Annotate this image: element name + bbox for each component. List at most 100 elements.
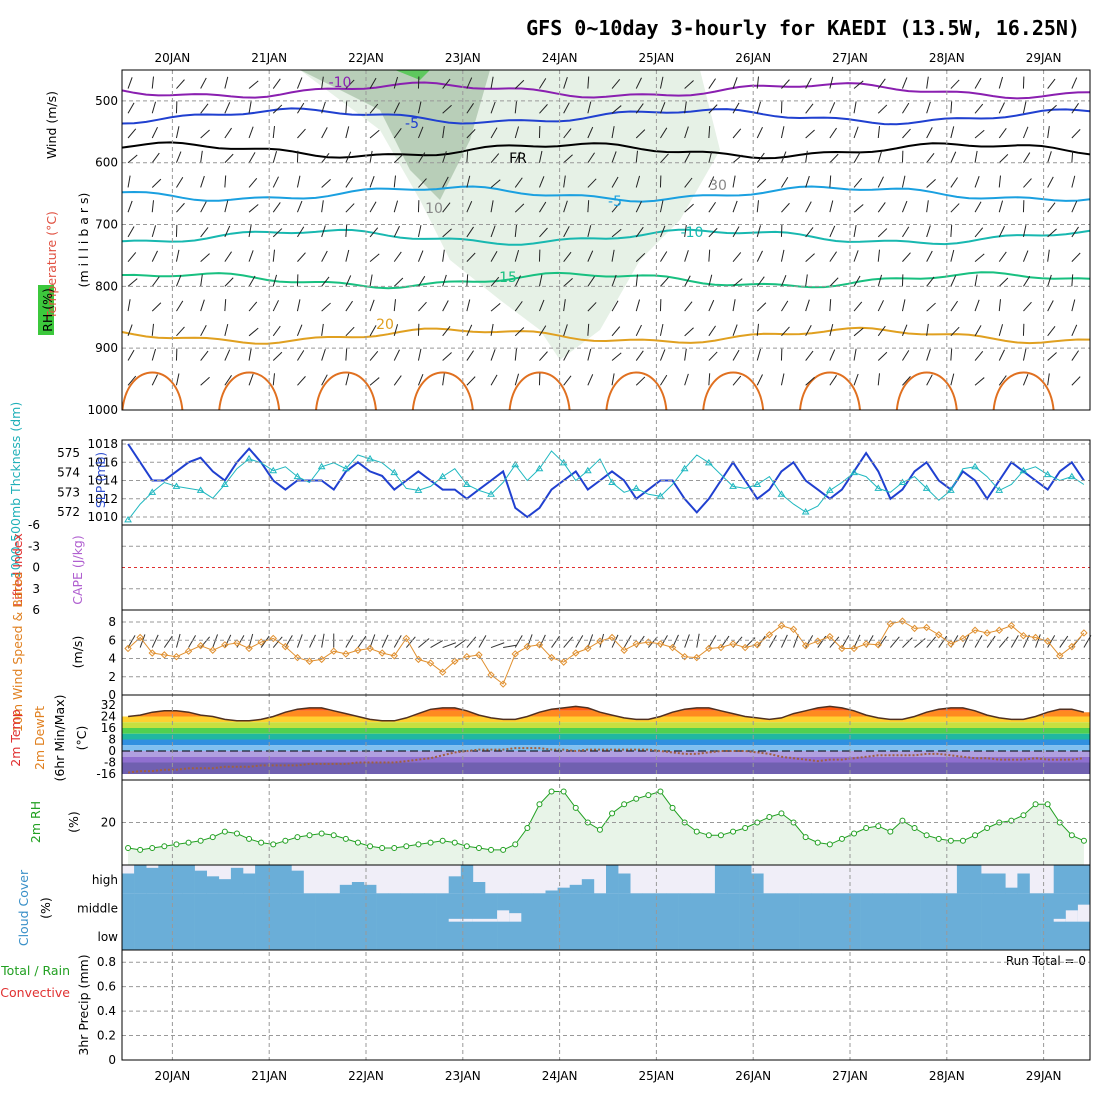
cloud-mid-low-bar [642,893,655,950]
thickness-marker [245,454,253,462]
wind-barb [829,349,836,361]
wind-barb-10m [889,636,900,648]
wind-speed-marker [910,624,919,633]
rh-marker [705,832,712,839]
upper-air-frame [121,69,1091,411]
wind-barb [272,104,283,114]
wind-barb [466,129,476,139]
wind-barb [611,373,615,386]
rh-marker [475,845,482,852]
cloud-mid-low-bar [424,893,437,950]
wind-barb [853,301,863,312]
cloud-mid-low-bar [606,893,619,950]
wind-speed-marker [221,641,229,649]
wind-barb [127,278,138,287]
thickness-marker [946,486,955,493]
cloud-mid-low-bar [400,893,413,950]
pressure-tick: 700 [95,218,118,232]
rh-marker [923,832,930,839]
rh-marker [270,841,277,848]
cloud-high-bar [618,873,631,894]
wind-barb [539,104,548,114]
wind-barb [393,127,402,139]
thickness-marker [438,472,447,480]
wind-barb [805,201,812,213]
wind-barb [272,325,281,337]
cloud-mid-low-bar [1017,893,1030,950]
rh-marker [173,841,180,848]
wind-barb [563,349,570,361]
wind-barb [587,276,595,287]
wind-barb-10m [793,634,799,648]
warm-contour [508,371,571,411]
wind-barb [998,375,1007,386]
cloud-mid-low-bar [364,893,377,950]
cloud-high-bar [1005,887,1018,894]
precip-tick: 0.6 [97,980,116,994]
wind-barb [587,126,594,139]
temp-line [128,705,1085,722]
rh-marker [463,843,470,850]
wind-barb [1071,299,1076,312]
wind-barb [296,77,303,89]
cloud-mid-low-bar [787,893,800,950]
warm-contour [218,371,281,411]
wind-barb [901,299,906,312]
cloud-mid-low-bar [279,893,292,950]
thickness-marker [124,515,132,523]
wind-speed-marker [547,653,556,662]
rh-marker [984,824,991,831]
cloud-mid-low-bar [848,893,861,950]
wind-speed-marker [644,638,653,646]
wind-speed-marker [765,631,774,639]
wind-barb [877,373,881,386]
wind-barb [998,299,1002,312]
wind-barb [1071,77,1078,89]
wind-barb [950,203,960,213]
wind-speed-marker [947,640,955,648]
wind-barb [127,128,137,139]
rh-marker [415,841,422,848]
wind-speed-marker [1068,642,1076,651]
wind-barb [853,80,864,89]
precip-frame [121,949,1091,1061]
wind-barb [176,202,185,213]
wind-speed-marker [826,632,834,641]
wind-barb [780,126,785,139]
wind-barb [684,327,694,337]
thickness-tick: 572 [57,505,80,519]
wind-barb [393,324,399,336]
wind-barb [417,126,424,139]
wind-barb [563,324,568,336]
wind-ylabel: 10m Wind Speed & Barbs [10,572,25,732]
rh-marker [125,845,132,852]
cloud-mid-low-bar [775,893,788,950]
wind-barb [127,349,135,361]
wind-barb [587,101,592,114]
wind-barb-10m [902,637,913,648]
wind-barb [805,253,815,263]
wind-speed-marker [511,650,519,658]
wind-barb [490,76,494,89]
wind-barb [442,274,447,287]
cloud-mid-low-bar [436,893,449,950]
contour-label: -5 [405,116,419,132]
wind-barb [200,129,210,139]
wind-barb [345,101,348,114]
wind-speed-marker [620,646,628,654]
wind-speed-marker [475,651,483,659]
date-tick-top: 26JAN [735,51,771,65]
wind-barb [200,77,207,89]
rh-marker [742,824,749,831]
wind-barb-10m [454,639,467,648]
contour-label: 20 [376,317,394,333]
wind-speed-marker [438,668,447,676]
wind-speed-marker [196,642,205,650]
wind-barb [950,300,958,312]
thickness-marker [729,482,737,489]
wind-barb [684,80,694,89]
wind-barb [877,104,888,114]
wind-barb [950,373,955,386]
wind-barb [756,101,762,114]
wind-barb [1047,300,1054,312]
